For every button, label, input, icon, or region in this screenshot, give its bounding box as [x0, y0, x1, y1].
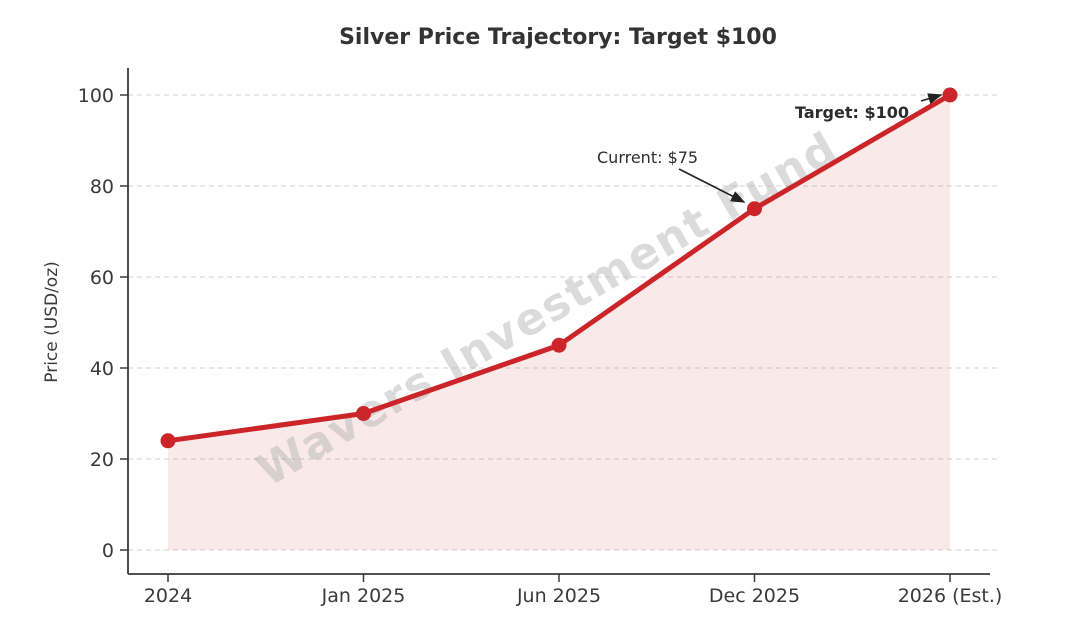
- data-point-marker: [356, 406, 371, 421]
- y-tick-label: 0: [102, 540, 114, 562]
- data-point-marker: [160, 433, 176, 449]
- chart-title: Silver Price Trajectory: Target $100: [339, 25, 777, 50]
- y-axis-label: Price (USD/oz): [42, 261, 62, 383]
- axes: [120, 68, 990, 582]
- x-tick-label: 2024: [144, 585, 192, 607]
- x-tick-label: Jun 2025: [516, 585, 601, 607]
- y-tick-label: 40: [90, 358, 114, 380]
- data-point-marker: [942, 87, 958, 103]
- annotation-target-label: Target: $100: [795, 103, 909, 122]
- data-point-marker: [747, 201, 762, 217]
- x-tick-label: 2026 (Est.): [898, 585, 1003, 607]
- x-tick-label: Jan 2025: [321, 585, 406, 607]
- y-tick-label: 20: [90, 449, 114, 471]
- annotation-current-arrow: [678, 168, 746, 203]
- y-tick-label: 80: [90, 176, 114, 198]
- gridlines: [128, 94, 1000, 551]
- data-point-marker: [551, 337, 567, 353]
- annotation-current-label: Current: $75: [597, 148, 698, 167]
- y-tick-label: 60: [90, 267, 114, 289]
- x-tick-label: Dec 2025: [709, 585, 800, 607]
- tick-labels: 0 20 40 60 80 100 2024 Jan 2025 Jun 2025 Dec 2025…: [78, 85, 1003, 607]
- annotation-target-arrow: [920, 93, 943, 105]
- data-points: [160, 87, 958, 449]
- y-tick-label: 100: [78, 85, 114, 107]
